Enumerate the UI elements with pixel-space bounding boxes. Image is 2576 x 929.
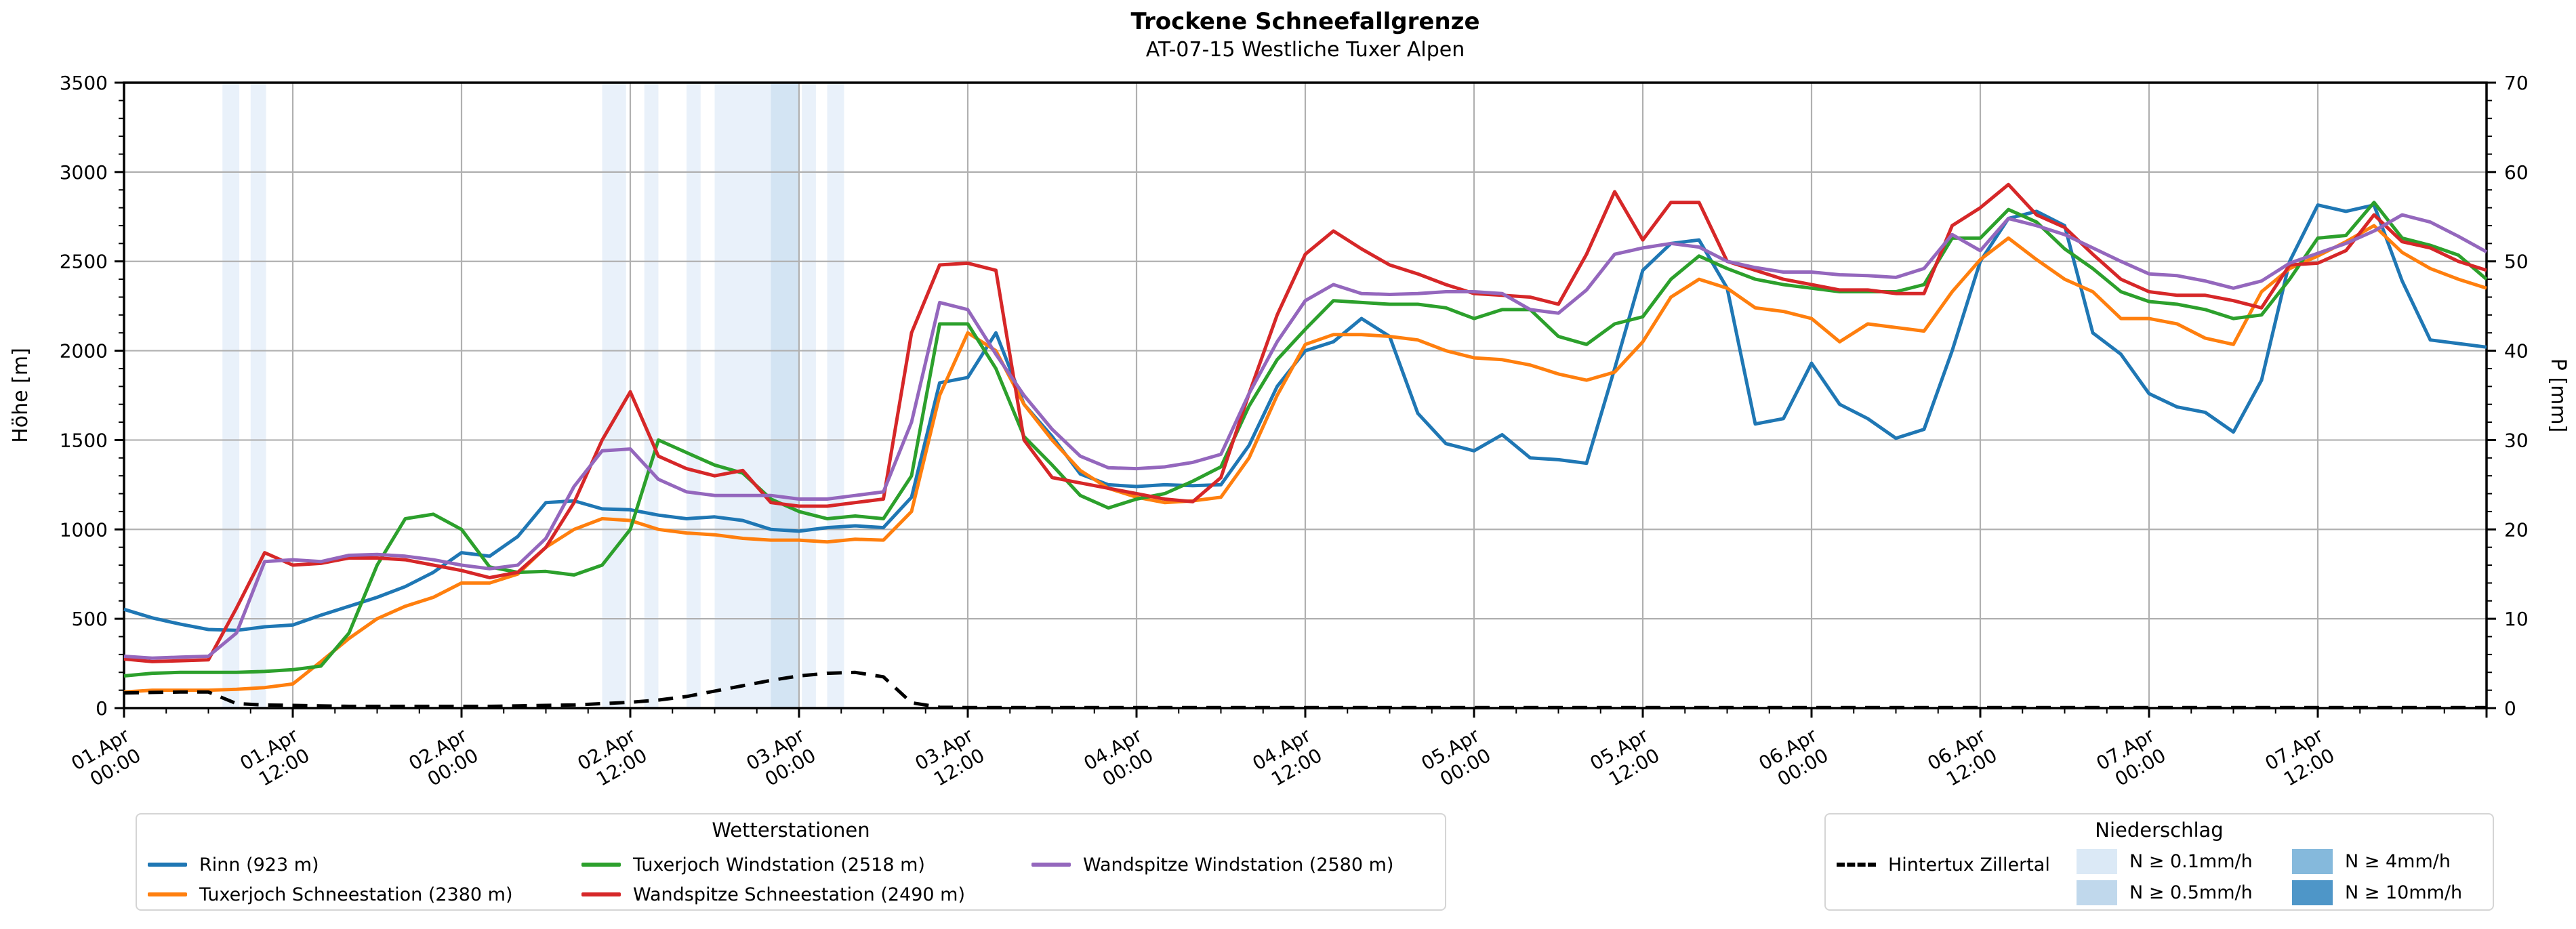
legend-item-n01: N ≥ 0.1mm/h — [2077, 847, 2253, 875]
y-right-tick-label: 10 — [2504, 608, 2529, 630]
tuxerjoch-schneestation-line-swatch — [148, 892, 187, 896]
wandspitze-schneestation-line-swatch — [581, 892, 621, 896]
x-tick-label: 01.Apr00:00 — [67, 724, 144, 795]
precip-band — [250, 83, 266, 708]
x-tick-label: 07.Apr12:00 — [2261, 724, 2338, 795]
series-Wandspitze Schneestation (2490 m) — [123, 182, 2487, 663]
precip-band — [687, 83, 701, 708]
legend-item-hintertux: Hintertux Zillertal — [1837, 851, 2050, 878]
precip-level-10-patch — [2292, 880, 2333, 905]
y-left-tick-label: 3500 — [60, 72, 108, 94]
legend-item-n4: N ≥ 4mm/h — [2292, 847, 2451, 875]
x-tick-label: 03.Apr12:00 — [911, 724, 988, 795]
legend-item-label: Rinn (923 m) — [199, 854, 319, 875]
legend-item-label: Hintertux Zillertal — [1888, 854, 2050, 875]
precip-band — [602, 83, 626, 708]
x-tick-label: 06.Apr00:00 — [1755, 724, 1832, 795]
x-tick-label: 06.Apr12:00 — [1923, 724, 2001, 795]
precip-level-0.1-patch — [2077, 848, 2117, 874]
legend-item-label: Tuxerjoch Windstation (2518 m) — [633, 854, 925, 875]
y-left-tick-label: 0 — [96, 697, 108, 720]
y-left-tick-label: 1500 — [60, 429, 108, 451]
y-left-axis-title: Höhe [m] — [9, 348, 33, 443]
legend-item-label: N ≥ 4mm/h — [2345, 850, 2451, 872]
legend-item-tuxerjoch-schneestation: Tuxerjoch Schneestation (2380 m) — [148, 881, 513, 908]
legend-item-wandspitze-windstation: Wandspitze Windstation (2580 m) — [1031, 851, 1393, 878]
tuxerjoch-windstation-line-swatch — [581, 863, 621, 867]
legend-item-wandspitze-schneestation: Wandspitze Schneestation (2490 m) — [581, 881, 965, 908]
series-Hintertux Zillertal — [123, 670, 2487, 709]
x-tick-label: 04.Apr12:00 — [1248, 724, 1326, 795]
chart-title: Trockene Schneefallgrenze — [1130, 8, 1480, 35]
precip-band — [771, 83, 799, 708]
legend-niederschlag-title: Niederschlag — [2095, 819, 2224, 842]
x-tick-label: 07.Apr00:00 — [2092, 724, 2169, 795]
legend-wetterstationen-title: Wetterstationen — [712, 819, 870, 842]
y-left-tick-label: 2000 — [60, 340, 108, 363]
hintertux-dashed-line-swatch — [1837, 863, 1876, 867]
y-right-tick-label: 20 — [2504, 518, 2529, 541]
legend-item-label: Wandspitze Schneestation (2490 m) — [633, 884, 966, 905]
x-tick-label: 03.Apr00:00 — [742, 724, 819, 795]
legend-item-n10: N ≥ 10mm/h — [2292, 878, 2462, 907]
y-left-tick-label: 2500 — [60, 251, 108, 273]
y-left-tick-label: 1000 — [60, 518, 108, 541]
x-tick-label: 05.Apr00:00 — [1417, 724, 1494, 795]
precip-band — [827, 83, 844, 708]
x-tick-label: 04.Apr00:00 — [1080, 724, 1157, 795]
legend-item-n05: N ≥ 0.5mm/h — [2077, 878, 2253, 907]
series-Tuxerjoch Schneestation (2380 m) — [123, 224, 2487, 694]
legend-item-label: Wandspitze Windstation (2580 m) — [1083, 854, 1394, 875]
precip-level-4-patch — [2292, 848, 2333, 874]
y-right-tick-label: 60 — [2504, 161, 2529, 184]
legend-wetterstationen: Wetterstationen Rinn (923 m) Tuxerjoch S… — [136, 813, 1446, 911]
y-left-tick-label: 500 — [72, 608, 108, 630]
legend-item-label: Tuxerjoch Schneestation (2380 m) — [199, 884, 513, 905]
x-tick-label: 02.Apr12:00 — [573, 724, 651, 795]
series-Wandspitze Windstation (2580 m) — [123, 213, 2488, 660]
legend-item-label: N ≥ 0.5mm/h — [2129, 882, 2253, 903]
precip-band — [714, 83, 771, 708]
legend-item-label: N ≥ 10mm/h — [2345, 882, 2463, 903]
y-right-axis-title: P [mm] — [2546, 358, 2570, 432]
y-left-tick-label: 3000 — [60, 161, 108, 184]
y-right-tick-label: 40 — [2504, 340, 2529, 363]
series-Rinn (923 m) — [123, 203, 2487, 632]
chart-subtitle: AT-07-15 Westliche Tuxer Alpen — [1145, 38, 1465, 62]
y-right-tick-label: 70 — [2504, 72, 2529, 94]
y-right-tick-label: 50 — [2504, 251, 2529, 273]
wandspitze-windstation-line-swatch — [1031, 863, 1071, 867]
precip-level-0.5-patch — [2077, 880, 2117, 905]
x-tick-label: 02.Apr00:00 — [405, 724, 482, 795]
rinn-line-swatch — [148, 863, 187, 867]
x-tick-label: 05.Apr12:00 — [1586, 724, 1663, 795]
legend-niederschlag: Niederschlag Hintertux Zillertal N ≥ 0.1… — [1824, 813, 2494, 911]
y-right-tick-label: 30 — [2504, 429, 2529, 451]
precip-band — [802, 83, 816, 708]
legend-item-label: N ≥ 0.1mm/h — [2129, 850, 2253, 872]
x-tick-label: 01.Apr12:00 — [236, 724, 313, 795]
y-right-tick-label: 0 — [2504, 697, 2516, 720]
legend-item-rinn: Rinn (923 m) — [148, 851, 319, 878]
precip-band — [222, 83, 240, 708]
precip-band — [644, 83, 659, 708]
legend-item-tuxerjoch-windstation: Tuxerjoch Windstation (2518 m) — [581, 851, 925, 878]
